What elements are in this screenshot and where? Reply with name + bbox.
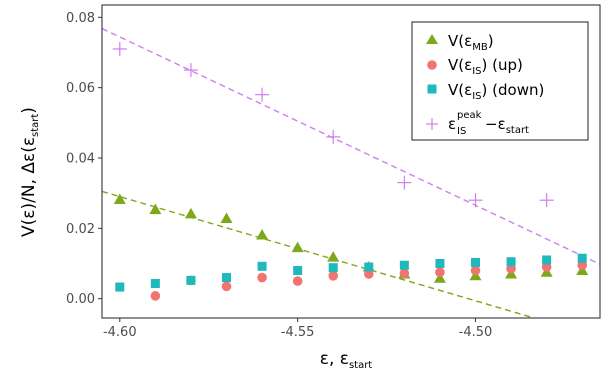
- legend-item-is-down: V(εIS) (down): [427, 81, 544, 102]
- y-axis: 0.00 0.02 0.04 0.06 0.08: [66, 11, 102, 307]
- square-point: [506, 257, 516, 267]
- square-point: [542, 255, 552, 265]
- triangle-point: [184, 207, 197, 219]
- legend-label-is-up: V(εIS) (up): [448, 56, 523, 77]
- y-tick-label: 0.00: [66, 292, 95, 307]
- plus-point: [539, 193, 554, 208]
- plus-point: [183, 63, 198, 78]
- y-tick-label: 0.08: [66, 11, 95, 26]
- circle-point: [506, 263, 516, 274]
- square-point: [364, 262, 374, 272]
- square-point: [577, 253, 587, 263]
- triangle-point: [256, 229, 269, 240]
- plus-point: [397, 175, 412, 190]
- circle-point: [221, 281, 232, 292]
- x-tick-label: -4.60: [103, 325, 137, 340]
- plus-point: [468, 193, 483, 208]
- legend-label-mb: V(εMB): [448, 32, 494, 53]
- x-tick-label: -4.50: [459, 325, 493, 340]
- legend-square-marker: [427, 84, 437, 94]
- x-axis-title: ε, εstart: [320, 349, 373, 371]
- square-point: [435, 258, 445, 268]
- plus-point: [112, 41, 127, 56]
- legend-circle-marker: [427, 60, 437, 70]
- data-points: [112, 41, 589, 301]
- square-point: [257, 261, 267, 271]
- circle-point: [399, 268, 410, 279]
- legend: V(εMB) V(εIS) (up) V(εIS) (down) εISpeak…: [411, 21, 589, 141]
- y-tick-label: 0.04: [66, 151, 95, 166]
- legend-label-is-down: V(εIS) (down): [448, 81, 544, 102]
- circle-point: [292, 276, 303, 286]
- x-tick-label: -4.55: [281, 325, 315, 340]
- triangle-point: [433, 272, 446, 283]
- circle-point: [435, 267, 445, 278]
- square-point: [328, 263, 338, 273]
- panel-border: [101, 4, 601, 319]
- circle-point: [363, 269, 374, 279]
- fit-lines: [101, 27, 601, 319]
- legend-item-peak: εISpeak −εstart: [426, 110, 529, 137]
- triangle-point: [327, 251, 340, 262]
- circle-point: [257, 272, 267, 283]
- square-point: [471, 257, 480, 267]
- circle-point: [470, 265, 481, 276]
- plus-point: [326, 129, 341, 144]
- legend-label-peak: εISpeak −εstart: [448, 110, 529, 137]
- triangle-point: [291, 241, 304, 253]
- legend-plus-marker: [426, 118, 438, 130]
- triangle-point: [220, 212, 233, 223]
- x-axis: -4.60 -4.55 -4.50: [103, 318, 492, 340]
- triangle-point: [113, 193, 126, 204]
- square-point: [186, 275, 196, 285]
- square-point: [115, 282, 125, 292]
- square-point: [222, 273, 231, 283]
- square-point: [399, 260, 409, 270]
- fit-line: [101, 190, 535, 319]
- y-tick-label: 0.06: [66, 81, 95, 96]
- plus-point: [255, 87, 270, 102]
- circle-point: [328, 270, 339, 281]
- circle-point: [577, 260, 588, 271]
- legend-triangle-marker: [426, 34, 438, 44]
- circle-point: [150, 291, 161, 301]
- triangle-point: [149, 203, 162, 215]
- square-point: [293, 266, 303, 276]
- fit-line: [101, 27, 601, 265]
- y-axis-title: V(ε)/N, Δε(εstart): [19, 107, 41, 237]
- y-tick-label: 0.02: [66, 222, 95, 237]
- legend-box: [411, 21, 589, 141]
- legend-item-mb: V(εMB): [426, 32, 494, 53]
- legend-item-is-up: V(εIS) (up): [427, 56, 523, 77]
- square-point: [150, 279, 160, 289]
- circle-point: [541, 262, 552, 272]
